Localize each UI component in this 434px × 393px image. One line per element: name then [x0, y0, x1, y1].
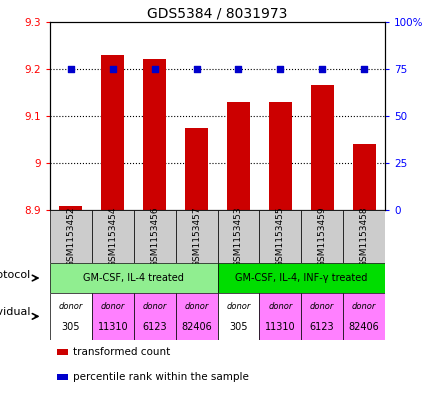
- Bar: [59, 206, 82, 210]
- Bar: [92, 210, 134, 263]
- Text: GM-CSF, IL-4 treated: GM-CSF, IL-4 treated: [83, 273, 184, 283]
- Text: GSM1153452: GSM1153452: [66, 207, 75, 267]
- Bar: [92, 293, 134, 340]
- Bar: [217, 210, 259, 263]
- Bar: [310, 85, 333, 210]
- Text: individual: individual: [0, 307, 30, 317]
- Text: 82406: 82406: [181, 322, 211, 332]
- Point: [276, 66, 283, 72]
- Bar: [56, 374, 68, 380]
- Bar: [134, 293, 175, 340]
- Text: GSM1153459: GSM1153459: [317, 206, 326, 267]
- Text: GSM1153457: GSM1153457: [192, 206, 201, 267]
- Text: donor: donor: [267, 303, 292, 311]
- Bar: [50, 210, 92, 263]
- Text: donor: donor: [184, 303, 208, 311]
- Bar: [342, 293, 384, 340]
- Text: donor: donor: [100, 303, 125, 311]
- Text: donor: donor: [142, 303, 167, 311]
- Bar: [134, 210, 175, 263]
- Bar: [217, 293, 259, 340]
- Bar: [50, 293, 92, 340]
- Text: 6123: 6123: [309, 322, 334, 332]
- Bar: [184, 128, 207, 210]
- Text: donor: donor: [226, 303, 250, 311]
- Text: GSM1153455: GSM1153455: [275, 206, 284, 267]
- Text: 305: 305: [62, 322, 80, 332]
- Title: GDS5384 / 8031973: GDS5384 / 8031973: [147, 6, 287, 20]
- Text: donor: donor: [351, 303, 375, 311]
- Text: donor: donor: [59, 303, 83, 311]
- Bar: [352, 144, 375, 210]
- Text: 11310: 11310: [264, 322, 295, 332]
- Text: GM-CSF, IL-4, INF-γ treated: GM-CSF, IL-4, INF-γ treated: [234, 273, 367, 283]
- Bar: [143, 59, 166, 210]
- Bar: [175, 210, 217, 263]
- Text: percentile rank within the sample: percentile rank within the sample: [73, 372, 249, 382]
- Bar: [300, 293, 342, 340]
- Text: 305: 305: [229, 322, 247, 332]
- Bar: [259, 210, 300, 263]
- Bar: [217, 263, 384, 293]
- Bar: [50, 263, 217, 293]
- Text: 6123: 6123: [142, 322, 167, 332]
- Bar: [342, 210, 384, 263]
- Bar: [259, 293, 300, 340]
- Text: GSM1153456: GSM1153456: [150, 206, 159, 267]
- Point: [193, 66, 200, 72]
- Text: GSM1153453: GSM1153453: [233, 206, 242, 267]
- Bar: [101, 55, 124, 210]
- Point: [151, 66, 158, 72]
- Point: [67, 66, 74, 72]
- Bar: [56, 349, 68, 355]
- Point: [234, 66, 241, 72]
- Bar: [268, 102, 291, 210]
- Text: donor: donor: [309, 303, 334, 311]
- Bar: [175, 293, 217, 340]
- Text: protocol: protocol: [0, 270, 30, 280]
- Point: [360, 66, 367, 72]
- Text: 82406: 82406: [348, 322, 378, 332]
- Text: 11310: 11310: [97, 322, 128, 332]
- Point: [109, 66, 116, 72]
- Text: GSM1153458: GSM1153458: [359, 206, 368, 267]
- Text: GSM1153454: GSM1153454: [108, 207, 117, 267]
- Bar: [300, 210, 342, 263]
- Point: [318, 66, 325, 72]
- Text: transformed count: transformed count: [73, 347, 170, 357]
- Bar: [227, 102, 250, 210]
